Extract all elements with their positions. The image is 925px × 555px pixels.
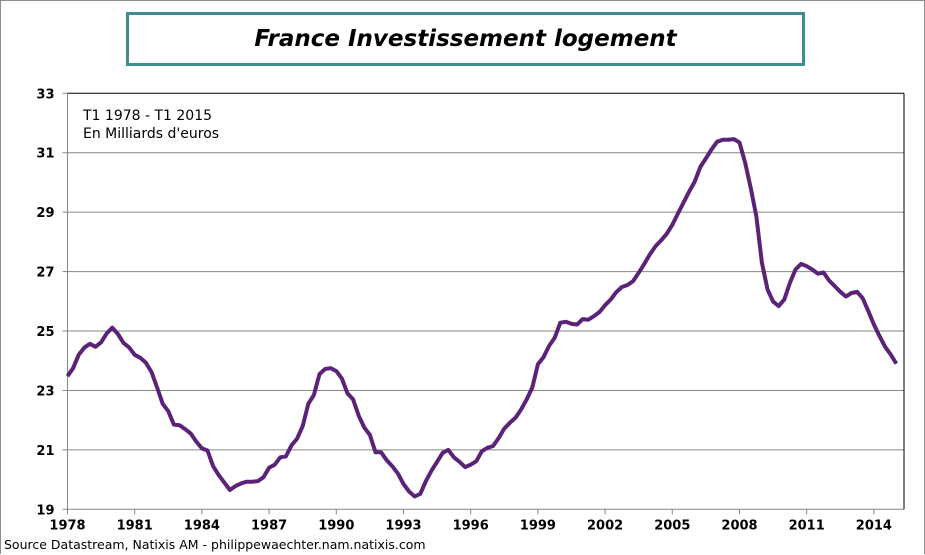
x-tick-label: 1987 <box>251 518 287 533</box>
y-tick-label: 29 <box>36 206 54 221</box>
annotation-period: T1 1978 - T1 2015 <box>82 108 212 124</box>
chart-title: France Investissement logement <box>254 26 677 52</box>
source-note: Source Datastream, Natixis AM - philippe… <box>4 537 426 552</box>
y-tick-label: 33 <box>36 87 54 102</box>
series-line <box>65 137 899 499</box>
x-tick-label: 1993 <box>385 518 421 533</box>
y-tick-label: 23 <box>36 384 54 399</box>
x-tick-label: 2005 <box>654 518 690 533</box>
x-tick-label: 1978 <box>49 518 85 533</box>
y-tick-label: 31 <box>36 147 54 162</box>
x-tick-label: 2011 <box>789 518 825 533</box>
x-tick-label: 2002 <box>587 518 623 533</box>
annotation-unit: En Milliards d'euros <box>83 126 219 142</box>
x-tick-label: 1999 <box>520 518 556 533</box>
x-tick-label: 1981 <box>117 518 153 533</box>
x-tick-label: 2014 <box>856 518 892 533</box>
y-tick-label: 21 <box>36 444 54 459</box>
y-tick-label: 27 <box>36 266 54 281</box>
x-tick-label: 1996 <box>453 518 489 533</box>
title-box: France Investissement logement <box>126 12 805 66</box>
x-tick-label: 1984 <box>184 518 220 533</box>
x-tick-label: 1990 <box>318 518 354 533</box>
y-tick-label: 25 <box>36 325 54 340</box>
x-tick-label: 2008 <box>721 518 757 533</box>
y-tick-label: 19 <box>36 503 54 518</box>
